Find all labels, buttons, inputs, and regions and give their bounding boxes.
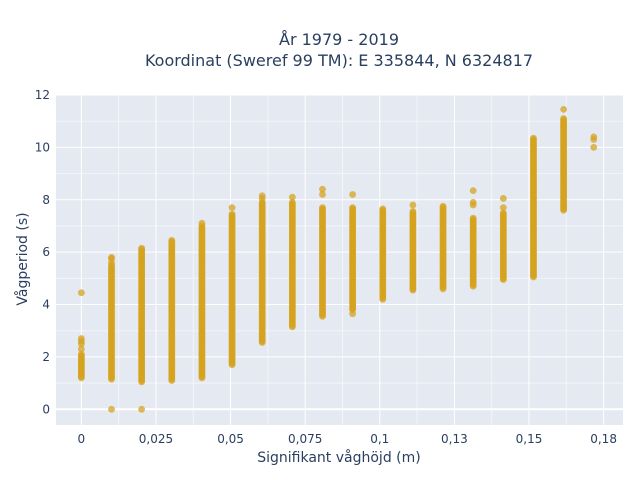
data-point: [590, 133, 598, 141]
y-axis-ticks: 0 2 4 6 8 10 12: [35, 88, 50, 416]
y-axis-title: Vågperiod (s): [14, 212, 31, 305]
data-point: [77, 289, 85, 297]
y-tick-label: 4: [42, 298, 50, 312]
data-point: [349, 191, 357, 198]
data-point: [349, 204, 357, 212]
x-tick-label: 0,1: [370, 432, 389, 446]
x-tick-label: 0,025: [139, 432, 173, 446]
data-point: [319, 204, 326, 212]
data-point: [198, 219, 206, 227]
x-tick-label: 0,05: [217, 432, 244, 446]
x-tick-label: 0: [78, 432, 86, 446]
data-point: [439, 202, 447, 210]
data-points: [77, 106, 598, 413]
y-tick-label: 0: [42, 402, 50, 416]
data-point: [77, 345, 85, 353]
grid-lines: [56, 94, 623, 425]
x-tick-label: 0,15: [516, 432, 543, 446]
data-point: [108, 253, 115, 261]
data-point: [319, 185, 326, 193]
data-point: [560, 106, 568, 113]
data-point: [77, 350, 85, 358]
data-point: [288, 198, 296, 206]
x-axis-title: Signifikant våghöjd (m): [257, 449, 420, 466]
x-axis-ticks: 0 0,025 0,05 0,075 0,1 0,13 0,15 0,18: [78, 432, 617, 446]
y-tick-label: 8: [42, 193, 50, 207]
data-point: [108, 405, 115, 413]
data-point: [138, 244, 146, 252]
data-point: [499, 209, 507, 217]
data-point: [499, 204, 507, 212]
data-point: [349, 310, 357, 318]
data-point: [379, 205, 387, 213]
data-point: [560, 115, 568, 122]
data-point: [138, 405, 146, 413]
data-point: [469, 187, 477, 194]
data-point: [228, 204, 236, 212]
data-point: [288, 193, 296, 201]
data-point: [258, 192, 266, 200]
data-point: [469, 198, 477, 206]
y-tick-label: 2: [42, 350, 50, 364]
y-tick-label: 12: [35, 88, 50, 102]
data-point: [499, 195, 507, 202]
x-tick-label: 0,075: [288, 432, 322, 446]
data-point: [590, 143, 598, 151]
data-point: [168, 236, 176, 244]
chart-title: År 1979 - 2019: [279, 30, 399, 49]
y-tick-label: 6: [42, 245, 50, 259]
data-point: [469, 214, 477, 222]
x-tick-label: 0,18: [590, 432, 617, 446]
x-tick-label: 0,13: [441, 432, 468, 446]
chart-subtitle: Koordinat (Sweref 99 TM): E 335844, N 63…: [145, 51, 533, 70]
y-tick-label: 10: [35, 140, 50, 154]
data-point: [530, 134, 537, 142]
data-point: [409, 208, 417, 215]
data-point: [319, 191, 326, 198]
data-point: [409, 201, 417, 209]
data-point: [228, 210, 236, 218]
data-point: [77, 335, 85, 342]
